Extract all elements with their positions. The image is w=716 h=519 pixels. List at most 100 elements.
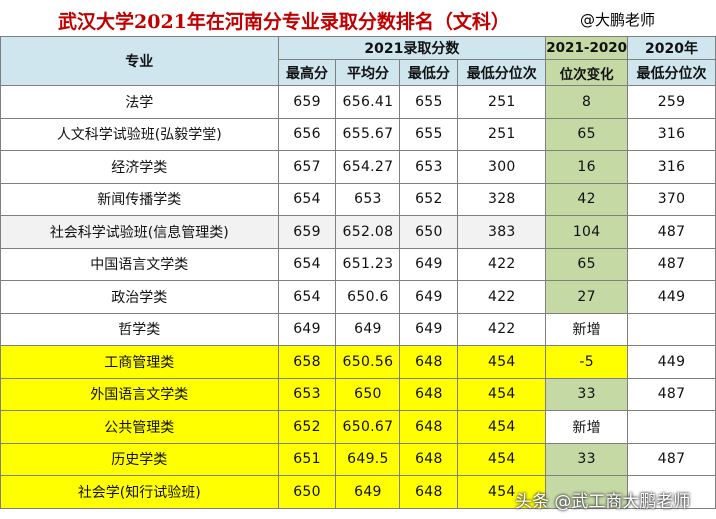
cell-avg: 655.67 <box>335 117 401 151</box>
cell-avg: 654.27 <box>335 150 401 184</box>
cell-rank-2020: 487 <box>627 442 716 476</box>
cell-rank: 422 <box>457 280 547 314</box>
cell-rank: 454 <box>457 442 547 476</box>
author-handle: @大鹏老师 <box>580 11 656 29</box>
cell-change: 27 <box>545 280 629 314</box>
header-min-rank-2020: 最低分位次 <box>627 59 716 86</box>
table-row: 历史学类 651 649.5 648 454 33 487 <box>0 442 716 476</box>
cell-major: 公共管理类 <box>0 410 279 444</box>
header-rank-change: 位次变化 <box>545 59 629 86</box>
cell-max: 654 <box>277 247 337 281</box>
header-max: 最高分 <box>277 59 337 86</box>
table-row: 法学 659 656.41 655 251 8 259 <box>0 85 716 119</box>
cell-major: 哲学类 <box>0 312 279 346</box>
cell-rank: 422 <box>457 247 547 281</box>
cell-major: 外国语言文学类 <box>0 377 279 411</box>
cell-change: 65 <box>545 247 629 281</box>
cell-avg: 650.6 <box>335 280 401 314</box>
cell-rank: 251 <box>457 85 547 119</box>
cell-avg: 649.5 <box>335 442 401 476</box>
cell-change: 新增 <box>545 410 629 444</box>
cell-rank-2020: 487 <box>627 377 716 411</box>
cell-max: 656 <box>277 117 337 151</box>
cell-major: 工商管理类 <box>0 345 279 379</box>
cell-min: 655 <box>399 117 459 151</box>
cell-rank-2020 <box>627 475 716 509</box>
cell-change: 33 <box>545 442 629 476</box>
cell-min: 650 <box>399 215 459 249</box>
cell-rank-2020 <box>627 410 716 444</box>
cell-min: 648 <box>399 345 459 379</box>
header-min: 最低分 <box>399 59 459 86</box>
cell-rank-2020: 259 <box>627 85 716 119</box>
header-major: 专业 <box>0 36 279 86</box>
cell-min: 648 <box>399 377 459 411</box>
cell-min: 648 <box>399 475 459 509</box>
cell-major: 社会科学试验班(信息管理类) <box>0 215 279 249</box>
cell-rank-2020: 370 <box>627 182 716 216</box>
cell-min: 649 <box>399 280 459 314</box>
cell-avg: 653 <box>335 182 401 216</box>
cell-change: 42 <box>545 182 629 216</box>
title-row: 武汉大学2021年在河南分专业录取分数排名（文科） @大鹏老师 <box>0 0 716 36</box>
table-row: 中国语言文学类 654 651.23 649 422 65 487 <box>0 247 716 281</box>
header-min-rank: 最低分位次 <box>457 59 547 86</box>
cell-max: 659 <box>277 215 337 249</box>
cell-rank: 422 <box>457 312 547 346</box>
cell-change: 16 <box>545 150 629 184</box>
cell-rank-2020: 449 <box>627 280 716 314</box>
table-row: 人文科学试验班(弘毅学堂) 656 655.67 655 251 65 316 <box>0 117 716 151</box>
cell-change: -5 <box>545 345 629 379</box>
cell-min: 649 <box>399 312 459 346</box>
cell-rank-2020: 487 <box>627 247 716 281</box>
score-table: 专业 2021录取分数 2021-2020 2020年 最高分 平均分 最低分 … <box>0 36 716 509</box>
cell-min: 655 <box>399 85 459 119</box>
cell-min: 652 <box>399 182 459 216</box>
cell-max: 649 <box>277 312 337 346</box>
cell-rank-2020: 487 <box>627 215 716 249</box>
cell-major: 人文科学试验班(弘毅学堂) <box>0 117 279 151</box>
cell-change: 104 <box>545 215 629 249</box>
cell-avg: 651.23 <box>335 247 401 281</box>
cell-avg: 656.41 <box>335 85 401 119</box>
cell-change <box>545 475 629 509</box>
cell-max: 651 <box>277 442 337 476</box>
cell-major: 中国语言文学类 <box>0 247 279 281</box>
cell-change: 新增 <box>545 312 629 346</box>
table-row: 经济学类 657 654.27 653 300 16 316 <box>0 150 716 184</box>
cell-change: 65 <box>545 117 629 151</box>
header-group-change: 2021-2020 <box>545 36 629 60</box>
cell-max: 654 <box>277 280 337 314</box>
table-row: 社会学(知行试验班) 650 649 648 454 <box>0 475 716 509</box>
cell-major: 社会学(知行试验班) <box>0 475 279 509</box>
cell-rank: 454 <box>457 377 547 411</box>
table-row: 社会科学试验班(信息管理类) 659 652.08 650 383 104 48… <box>0 215 716 249</box>
cell-rank-2020: 316 <box>627 150 716 184</box>
cell-rank: 454 <box>457 410 547 444</box>
table-row: 政治学类 654 650.6 649 422 27 449 <box>0 280 716 314</box>
page-title: 武汉大学2021年在河南分专业录取分数排名（文科） <box>58 11 510 33</box>
cell-rank: 300 <box>457 150 547 184</box>
cell-major: 新闻传播学类 <box>0 182 279 216</box>
cell-rank: 251 <box>457 117 547 151</box>
cell-max: 659 <box>277 85 337 119</box>
watermark: 头条 @武工商大鹏老师 <box>515 492 691 512</box>
cell-rank: 454 <box>457 475 547 509</box>
table-row: 公共管理类 652 650.67 648 454 新增 <box>0 410 716 444</box>
cell-avg: 649 <box>335 475 401 509</box>
table-row: 工商管理类 658 650.56 648 454 -5 449 <box>0 345 716 379</box>
table-row: 外国语言文学类 653 650 648 454 33 487 <box>0 377 716 411</box>
header-group-2021: 2021录取分数 <box>277 36 547 60</box>
cell-max: 650 <box>277 475 337 509</box>
cell-max: 654 <box>277 182 337 216</box>
cell-major: 经济学类 <box>0 150 279 184</box>
cell-max: 653 <box>277 377 337 411</box>
cell-major: 历史学类 <box>0 442 279 476</box>
table-row: 哲学类 649 649 649 422 新增 <box>0 312 716 346</box>
cell-change: 8 <box>545 85 629 119</box>
cell-avg: 652.08 <box>335 215 401 249</box>
cell-max: 652 <box>277 410 337 444</box>
cell-rank: 454 <box>457 345 547 379</box>
cell-min: 653 <box>399 150 459 184</box>
cell-max: 658 <box>277 345 337 379</box>
